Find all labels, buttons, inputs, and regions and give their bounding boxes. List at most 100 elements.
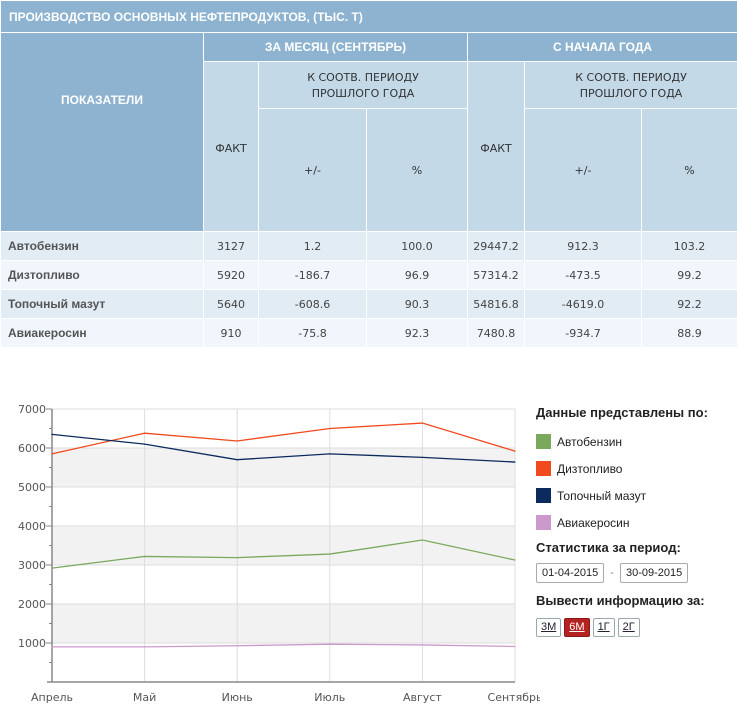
legend-swatch bbox=[536, 515, 551, 530]
header-ytd-diff: +/- bbox=[525, 109, 642, 232]
month-diff: -608.6 bbox=[259, 290, 367, 319]
range-button-3[interactable]: 2Г bbox=[618, 618, 640, 637]
grid-band bbox=[52, 448, 515, 487]
data-point bbox=[422, 539, 423, 540]
ytd-pct: 99.2 bbox=[642, 261, 737, 290]
range-button-2[interactable]: 1Г bbox=[593, 618, 615, 637]
header-ytd-compare: К СООТВ. ПЕРИОДУ ПРОШЛОГО ГОДА bbox=[525, 62, 737, 109]
x-tick-label: Апрель bbox=[31, 691, 73, 704]
data-point bbox=[144, 556, 145, 557]
data-point bbox=[329, 453, 330, 454]
x-tick-label: Сентябрь bbox=[488, 691, 540, 704]
ytd-fact: 7480.8 bbox=[468, 319, 525, 348]
data-point bbox=[422, 457, 423, 458]
y-tick-label: 7000 bbox=[18, 403, 46, 416]
ytd-diff: 912.3 bbox=[525, 232, 642, 261]
ytd-fact: 54816.8 bbox=[468, 290, 525, 319]
legend-swatch bbox=[536, 434, 551, 449]
header-month-compare: К СООТВ. ПЕРИОДУ ПРОШЛОГО ГОДА bbox=[259, 62, 468, 109]
header-ytd-fact: ФАКТ bbox=[468, 62, 525, 232]
row-name: Дизтопливо bbox=[1, 261, 204, 290]
data-point bbox=[144, 433, 145, 434]
data-point bbox=[514, 559, 515, 560]
month-fact: 3127 bbox=[204, 232, 259, 261]
ytd-fact: 57314.2 bbox=[468, 261, 525, 290]
date-range: 01-04-2015 - 30-09-2015 bbox=[536, 563, 736, 583]
legend-label: Топочный мазут bbox=[557, 489, 646, 503]
data-point bbox=[51, 568, 52, 569]
y-tick-label: 4000 bbox=[18, 520, 46, 533]
legend-item[interactable]: Авиакеросин bbox=[536, 509, 736, 536]
legend-item[interactable]: Автобензин bbox=[536, 428, 736, 455]
row-name: Топочный мазут bbox=[1, 290, 204, 319]
month-diff: 1.2 bbox=[259, 232, 367, 261]
table-title: ПРОИЗВОДСТВО ОСНОВНЫХ НЕФТЕПРОДУКТОВ, (Т… bbox=[1, 1, 737, 33]
header-compare-line2: ПРОШЛОГО ГОДА bbox=[525, 87, 737, 100]
grid-band bbox=[52, 604, 515, 643]
data-point bbox=[237, 557, 238, 558]
month-pct: 96.9 bbox=[367, 261, 468, 290]
legend-label: Дизтопливо bbox=[557, 462, 622, 476]
range-button-0[interactable]: 3М bbox=[536, 618, 561, 637]
legend-label: Авиакеросин bbox=[557, 516, 630, 530]
x-tick-label: Июль bbox=[314, 691, 345, 704]
data-point bbox=[144, 444, 145, 445]
header-month-diff: +/- bbox=[259, 109, 367, 232]
range-title: Вывести информацию за: bbox=[536, 593, 736, 608]
data-point bbox=[422, 422, 423, 423]
legend-title: Данные представлены по: bbox=[536, 405, 736, 420]
table-row: Дизтопливо 5920 -186.7 96.9 57314.2 -473… bbox=[1, 261, 737, 290]
y-tick-label: 6000 bbox=[18, 442, 46, 455]
header-month: ЗА МЕСЯЦ (СЕНТЯБРЬ) bbox=[204, 33, 468, 62]
data-point bbox=[329, 644, 330, 645]
header-ytd: С НАЧАЛА ГОДА bbox=[468, 33, 737, 62]
month-pct: 90.3 bbox=[367, 290, 468, 319]
table-row: Авиакеросин 910 -75.8 92.3 7480.8 -934.7… bbox=[1, 319, 737, 348]
date-from-input[interactable]: 01-04-2015 bbox=[536, 563, 604, 583]
table-row: Топочный мазут 5640 -608.6 90.3 54816.8 … bbox=[1, 290, 737, 319]
row-name: Автобензин bbox=[1, 232, 204, 261]
x-tick-label: Июнь bbox=[222, 691, 253, 704]
data-point bbox=[51, 646, 52, 647]
ytd-fact: 29447.2 bbox=[468, 232, 525, 261]
date-to-input[interactable]: 30-09-2015 bbox=[620, 563, 688, 583]
header-compare-line2: ПРОШЛОГО ГОДА bbox=[259, 87, 467, 100]
chart-sidebar: Данные представлены по: Автобензин Дизтоп… bbox=[536, 405, 736, 637]
data-point bbox=[237, 440, 238, 441]
legend-swatch bbox=[536, 488, 551, 503]
ytd-pct: 88.9 bbox=[642, 319, 737, 348]
header-indicators: ПОКАЗАТЕЛИ bbox=[1, 33, 204, 232]
ytd-diff: -4619.0 bbox=[525, 290, 642, 319]
legend-label: Автобензин bbox=[557, 435, 622, 449]
header-compare-line1: К СООТВ. ПЕРИОДУ bbox=[525, 71, 737, 84]
ytd-pct: 92.2 bbox=[642, 290, 737, 319]
header-month-pct: % bbox=[367, 109, 468, 232]
x-tick-label: Август bbox=[403, 691, 442, 704]
month-pct: 92.3 bbox=[367, 319, 468, 348]
data-point bbox=[422, 644, 423, 645]
data-point bbox=[514, 646, 515, 647]
legend-item[interactable]: Дизтопливо bbox=[536, 455, 736, 482]
y-tick-label: 2000 bbox=[18, 598, 46, 611]
x-tick-label: Май bbox=[133, 691, 156, 704]
legend-item[interactable]: Топочный мазут bbox=[536, 482, 736, 509]
data-point bbox=[144, 646, 145, 647]
data-point bbox=[514, 451, 515, 452]
month-diff: -186.7 bbox=[259, 261, 367, 290]
data-point bbox=[237, 459, 238, 460]
period-title: Статистика за период: bbox=[536, 540, 736, 555]
ytd-pct: 103.2 bbox=[642, 232, 737, 261]
table-row: Автобензин 3127 1.2 100.0 29447.2 912.3 … bbox=[1, 232, 737, 261]
range-button-1[interactable]: 6М bbox=[564, 618, 589, 637]
data-point bbox=[514, 461, 515, 462]
data-point bbox=[51, 453, 52, 454]
data-point bbox=[237, 645, 238, 646]
y-tick-label: 1000 bbox=[18, 637, 46, 650]
month-fact: 5920 bbox=[204, 261, 259, 290]
series-line-3 bbox=[52, 644, 515, 647]
data-point bbox=[329, 553, 330, 554]
production-table: ПРОИЗВОДСТВО ОСНОВНЫХ НЕФТЕПРОДУКТОВ, (Т… bbox=[0, 0, 737, 348]
